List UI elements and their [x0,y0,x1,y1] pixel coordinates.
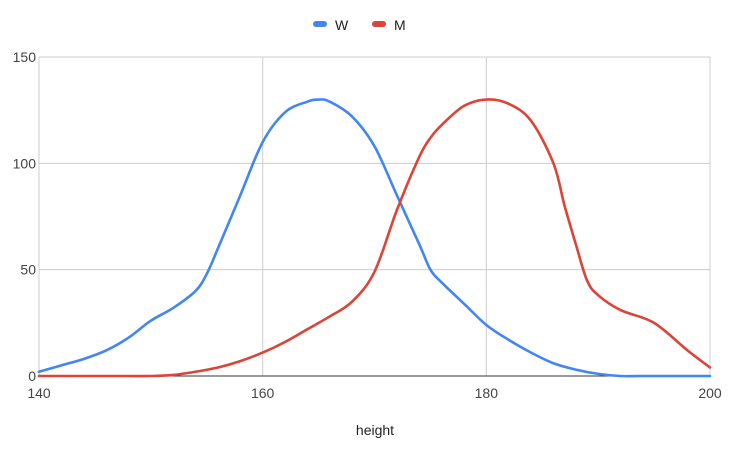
legend-label: W [335,17,349,33]
y-tick-label: 100 [13,155,37,171]
y-tick-label: 0 [28,368,36,384]
y-tick-label: 50 [20,262,36,278]
x-tick-label: 200 [698,385,722,401]
series-lines [37,98,712,378]
series-line-m [37,98,712,378]
x-tick-label: 160 [251,385,275,401]
x-tick-label: 180 [475,385,499,401]
legend-label: M [394,17,406,33]
legend-item-m[interactable]: M [372,17,406,33]
x-axis-title: height [356,422,394,438]
y-tick-label: 150 [13,49,37,65]
x-tick-label: 140 [27,385,51,401]
legend-item-w[interactable]: W [313,17,349,33]
legend-swatch [313,21,327,27]
tick-labels: 0 50 100 150 140 160 180 200 [13,49,722,401]
series-line-w [37,98,712,378]
grid-lines [38,56,711,376]
legend-swatch [372,21,386,27]
